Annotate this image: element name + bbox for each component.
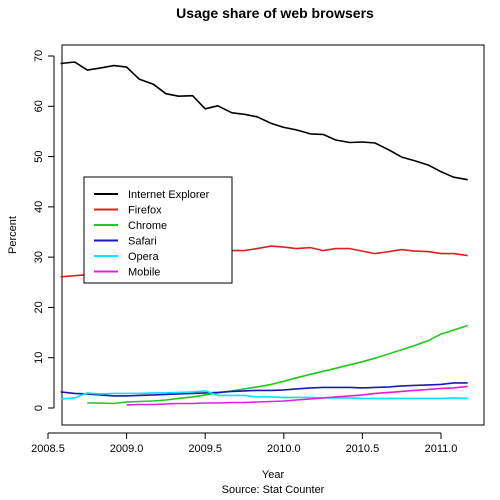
chart-caption: Source: Stat Counter bbox=[222, 484, 325, 496]
legend-label: Chrome bbox=[128, 220, 167, 232]
y-tick-label: 30 bbox=[33, 251, 45, 263]
legend-label: Opera bbox=[128, 251, 159, 263]
legend-label: Safari bbox=[128, 236, 157, 248]
series-line-opera bbox=[60, 390, 468, 400]
x-axis-label: Year bbox=[262, 469, 285, 481]
y-tick-label: 0 bbox=[33, 405, 45, 411]
y-tick-label: 40 bbox=[33, 201, 45, 213]
x-axis: 2008.5 2009.0 2009.5 2010.0 2010.5 2011.0 bbox=[31, 432, 458, 455]
legend-label: Internet Explorer bbox=[128, 189, 210, 201]
legend-label: Firefox bbox=[128, 205, 162, 217]
chart-title: Usage share of web browsers bbox=[176, 5, 374, 21]
plot-frame bbox=[61, 44, 485, 426]
y-tick-label: 50 bbox=[33, 150, 45, 162]
x-tick-label: 2009.0 bbox=[110, 443, 144, 455]
y-tick-label: 10 bbox=[33, 352, 45, 364]
x-tick-label: 2008.5 bbox=[31, 443, 65, 455]
legend-label: Mobile bbox=[128, 267, 160, 279]
legend: Internet Explorer Firefox Chrome Safari Oper… bbox=[83, 176, 233, 284]
x-tick-label: 2009.5 bbox=[188, 443, 222, 455]
series-line-chrome bbox=[87, 324, 468, 405]
y-axis-label: Percent bbox=[7, 216, 19, 254]
series-line-internet-explorer bbox=[60, 61, 468, 181]
y-axis: 0 10 20 30 40 50 60 70 bbox=[33, 50, 55, 411]
series-line-mobile bbox=[126, 385, 468, 406]
y-tick-label: 60 bbox=[33, 100, 45, 112]
x-tick-label: 2010.5 bbox=[346, 443, 380, 455]
x-tick-label: 2011.0 bbox=[425, 443, 458, 455]
legend-items: Internet Explorer Firefox Chrome Safari Oper… bbox=[94, 189, 210, 279]
y-tick-label: 20 bbox=[33, 301, 45, 313]
y-tick-label: 70 bbox=[33, 50, 45, 62]
x-tick-label: 2010.0 bbox=[267, 443, 301, 455]
series-line-safari bbox=[60, 382, 468, 397]
